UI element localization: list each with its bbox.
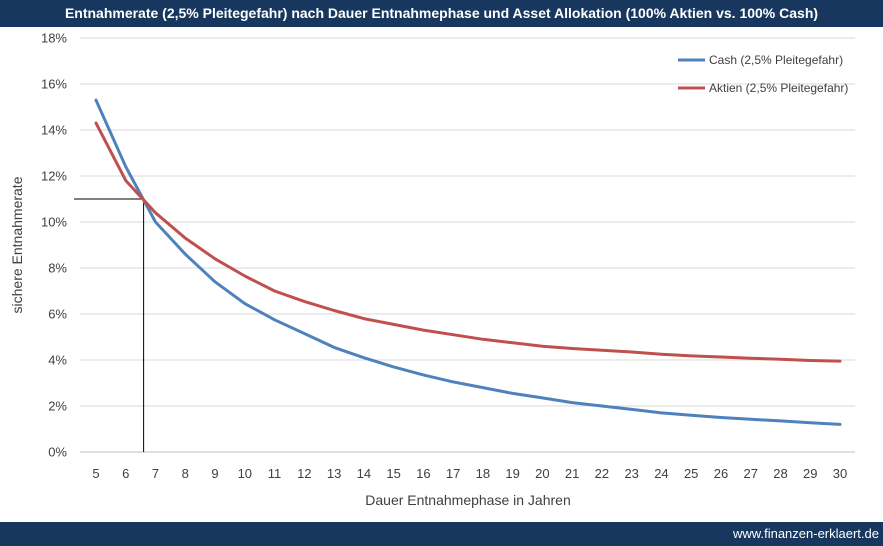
x-tick-label: 8 — [182, 466, 189, 481]
x-tick-label: 18 — [476, 466, 490, 481]
x-tick-label: 13 — [327, 466, 341, 481]
y-tick-label: 12% — [41, 169, 67, 184]
website-footer: www.finanzen-erklaert.de — [0, 522, 883, 546]
y-tick-label: 6% — [48, 307, 67, 322]
y-tick-label: 10% — [41, 215, 67, 230]
x-tick-label: 6 — [122, 466, 129, 481]
series-line-cash — [94, 98, 842, 426]
y-tick-label: 14% — [41, 123, 67, 138]
y-tick-label: 4% — [48, 353, 67, 368]
x-axis-tick-labels: 5 6 7 8 9 10 11 12 13 14 15 16 17 18 19 20 21 22 23 24 25 26 2… — [92, 466, 847, 481]
line-chart: 0% 2% 4% 6% 8% 10% 12% 14% 16% 18% 5 6 7 8 9 10 11 12 13 1… — [9, 31, 855, 508]
annotation-lines — [74, 198, 145, 452]
y-tick-label: 8% — [48, 261, 67, 276]
y-axis-tick-labels: 0% 2% 4% 6% 8% 10% 12% 14% 16% 18% — [41, 31, 67, 460]
x-tick-label: 29 — [803, 466, 817, 481]
x-tick-label: 9 — [211, 466, 218, 481]
series-group — [94, 98, 842, 426]
x-axis-title: Dauer Entnahmephase in Jahren — [365, 492, 570, 508]
x-tick-label: 12 — [297, 466, 311, 481]
x-tick-label: 10 — [238, 466, 252, 481]
y-tick-label: 2% — [48, 399, 67, 414]
x-tick-label: 20 — [535, 466, 549, 481]
x-tick-label: 21 — [565, 466, 579, 481]
x-tick-label: 25 — [684, 466, 698, 481]
x-tick-label: 7 — [152, 466, 159, 481]
x-tick-label: 19 — [505, 466, 519, 481]
legend-entry: Aktien (2,5% Pleitegefahr) — [709, 81, 848, 95]
legend-entry: Cash (2,5% Pleitegefahr) — [709, 53, 843, 67]
y-tick-label: 18% — [41, 31, 67, 46]
x-tick-label: 17 — [446, 466, 460, 481]
x-tick-label: 23 — [624, 466, 638, 481]
y-axis-title: sichere Entnahmerate — [9, 176, 25, 313]
x-tick-label: 27 — [743, 466, 757, 481]
y-tick-label: 16% — [41, 77, 67, 92]
series-line-aktien — [94, 121, 842, 363]
x-tick-label: 14 — [357, 466, 371, 481]
x-tick-label: 16 — [416, 466, 430, 481]
grid-lines — [80, 37, 855, 453]
legend: Cash (2,5% Pleitegefahr) Aktien (2,5% Ple… — [678, 53, 848, 95]
x-tick-label: 26 — [714, 466, 728, 481]
x-tick-label: 11 — [268, 466, 282, 481]
x-tick-label: 30 — [833, 466, 847, 481]
x-tick-label: 24 — [654, 466, 668, 481]
x-tick-label: 15 — [386, 466, 400, 481]
x-tick-label: 28 — [773, 466, 787, 481]
y-tick-label: 0% — [48, 445, 67, 460]
x-tick-label: 22 — [595, 466, 609, 481]
x-tick-label: 5 — [92, 466, 99, 481]
chart-title: Entnahmerate (2,5% Pleitegefahr) nach Da… — [0, 0, 883, 27]
